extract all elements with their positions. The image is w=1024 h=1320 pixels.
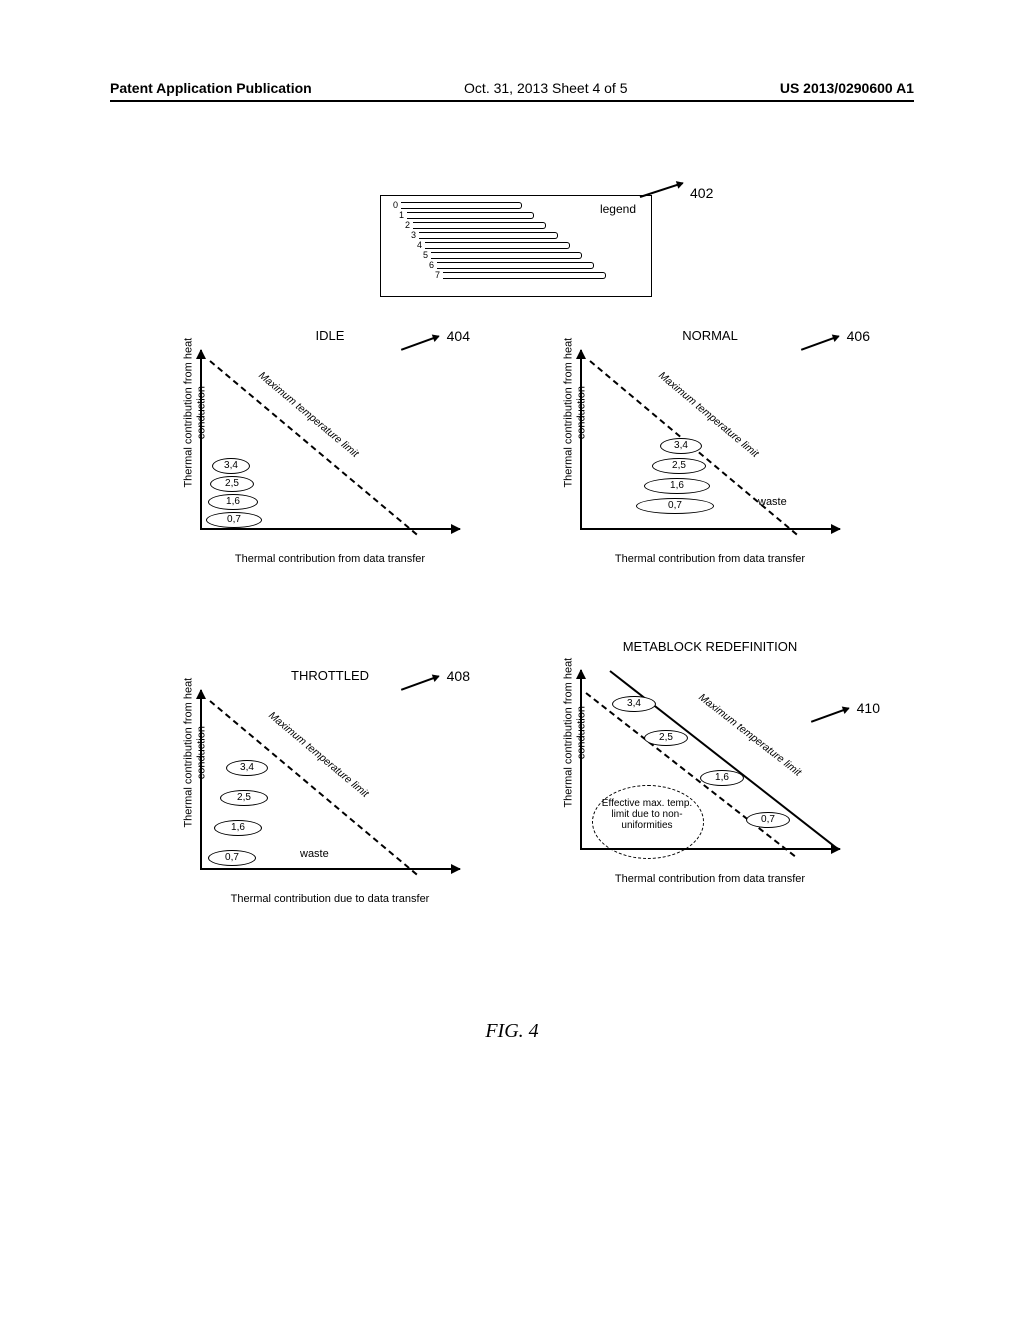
throttled-limit-label: Maximum temperature limit [266,709,371,800]
legend-bar-number: 0 [393,200,398,210]
metablock-limit-label: Maximum temperature limit [696,691,803,778]
legend-bar-shape [425,242,570,249]
chart-normal: NORMAL Thermal contribution from heat co… [530,320,860,580]
chart-idle-ref: 404 [447,328,470,344]
header-right: US 2013/0290600 A1 [780,80,914,96]
die-pair-oval: 1,6 [214,820,262,836]
legend-label: legend [600,202,636,216]
axis-x [200,868,460,870]
legend-bar-shape [401,202,522,209]
legend-stack: 01234567 [393,202,435,282]
legend-bar-shape [413,222,546,229]
legend-bar-number: 6 [429,260,434,270]
die-pair-oval: 0,7 [206,512,262,528]
chart-metablock-title: METABLOCK REDEFINITION [580,640,840,654]
effective-limit-text: Effective max. temp. limit due to non-un… [600,798,694,831]
die-pair-oval: 1,6 [644,478,710,494]
die-pair-oval: 2,5 [220,790,268,806]
legend-bar-number: 5 [423,250,428,260]
die-pair-oval: 0,7 [636,498,714,514]
die-pair-oval: 1,6 [208,494,258,510]
x-axis-label: Thermal contribution from data transfer [580,873,840,886]
die-pair-oval: 3,4 [226,760,268,776]
legend-ref-number: 402 [690,185,713,201]
die-pair-oval: 1,6 [700,770,744,786]
legend-bar-number: 1 [399,210,404,220]
legend-bar-number: 4 [417,240,422,250]
throttled-waste-label: waste [300,848,329,860]
chart-throttled: THROTTLED Thermal contribution from heat… [150,660,480,920]
metablock-ref-arrow [811,707,849,723]
legend-bar-number: 2 [405,220,410,230]
die-pair-oval: 3,4 [612,696,656,712]
y-axis-label: Thermal contribution from heat conductio… [182,323,207,503]
chart-throttled-ref: 408 [447,668,470,684]
page-header: Patent Application Publication Oct. 31, … [110,80,914,102]
die-pair-oval: 2,5 [644,730,688,746]
axis-x [580,528,840,530]
x-axis-label: Thermal contribution from data transfer [200,553,460,566]
legend-bar: 2 [405,222,435,231]
die-pair-oval: 3,4 [660,438,702,454]
y-axis-label: Thermal contribution from heat conductio… [182,663,207,843]
chart-normal-ref: 406 [847,328,870,344]
legend-bar: 3 [411,232,435,241]
axis-x [200,528,460,530]
legend-bar-shape [443,272,606,279]
header-left: Patent Application Publication [110,80,312,96]
x-axis-label: Thermal contribution from data transfer [580,553,840,566]
chart-idle: IDLE Thermal contribution from heat cond… [150,320,480,580]
y-axis-label: Thermal contribution from heat conductio… [562,323,587,503]
chart-normal-title: NORMAL [580,328,840,343]
chart-metablock-ref: 410 [857,700,880,716]
die-pair-oval: 0,7 [746,812,790,828]
x-axis-label: Thermal contribution due to data transfe… [200,893,460,906]
die-pair-oval: 2,5 [652,458,706,474]
legend-box: legend 01234567 [380,195,652,297]
legend-bar-number: 3 [411,230,416,240]
die-pair-oval: 3,4 [212,458,250,474]
chart-metablock: METABLOCK REDEFINITION Thermal contribut… [530,640,860,900]
legend-bar-shape [419,232,558,239]
legend-bar-shape [437,262,594,269]
legend-bar-shape [431,252,582,259]
figure-caption: FIG. 4 [0,1020,1024,1043]
legend-ref-arrow [640,182,683,198]
header-center: Oct. 31, 2013 Sheet 4 of 5 [464,80,627,96]
legend-bar-number: 7 [435,270,440,280]
page: Patent Application Publication Oct. 31, … [0,0,1024,1320]
y-axis-label: Thermal contribution from heat conductio… [562,643,587,823]
normal-waste-label: waste [758,496,787,508]
legend-bar-shape [407,212,534,219]
die-pair-oval: 2,5 [210,476,254,492]
die-pair-oval: 0,7 [208,850,256,866]
